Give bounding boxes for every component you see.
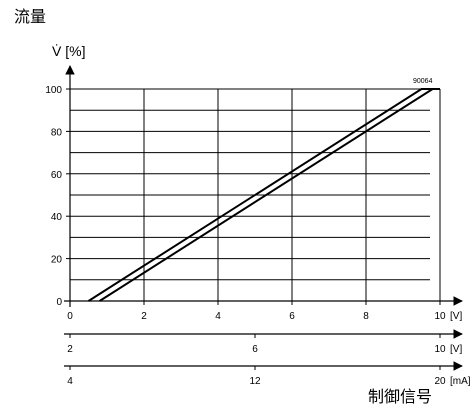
x-axis-3-tick-label: 12 (249, 376, 261, 387)
x-axis-2-tick-label: 6 (252, 344, 258, 355)
x-axis-1-tick-label: 4 (215, 311, 221, 322)
y-tick-label: 100 (45, 85, 62, 96)
axes (64, 65, 463, 371)
x-axis-1-tick-label: 6 (289, 311, 295, 322)
grid (70, 88, 441, 301)
y-axis-label: V̇ [%] (52, 43, 85, 59)
tick-labels: 0 20 40 60 80 100 0 2 4 6 8 10 [V] 2 6 10 [V] 4 12 20 [mA] (45, 85, 470, 387)
y-tick-label: 20 (51, 255, 63, 266)
series-group (87, 88, 440, 302)
x-axis-1-tick-label: 0 (67, 311, 73, 322)
x-axis-2-unit: [V] (450, 344, 462, 355)
y-tick-label: 80 (51, 127, 63, 138)
series-line-2 (99, 88, 440, 302)
figure-code: 90064 (413, 78, 433, 85)
x-axis-2-tick-label: 2 (67, 344, 73, 355)
x-axis-1-tick-label: 10 (434, 311, 446, 322)
x-axis-3-tick-label: 20 (434, 376, 446, 387)
x-axis-3-tick-label: 4 (67, 376, 73, 387)
y-tick-label: 40 (51, 212, 63, 223)
x-axis-1-tick-label: 2 (141, 311, 147, 322)
x-axis-3-unit: [mA] (450, 376, 471, 387)
chart-title: 流量 (14, 7, 46, 26)
x-axis-1-unit: [V] (450, 311, 462, 322)
x-axis-1-tick-label: 8 (363, 311, 369, 322)
x-axis-label: 制御信号 (368, 387, 432, 406)
x-axis-2-tick-label: 10 (434, 344, 446, 355)
y-tick-label: 0 (56, 297, 62, 308)
y-tick-label: 60 (51, 170, 63, 181)
